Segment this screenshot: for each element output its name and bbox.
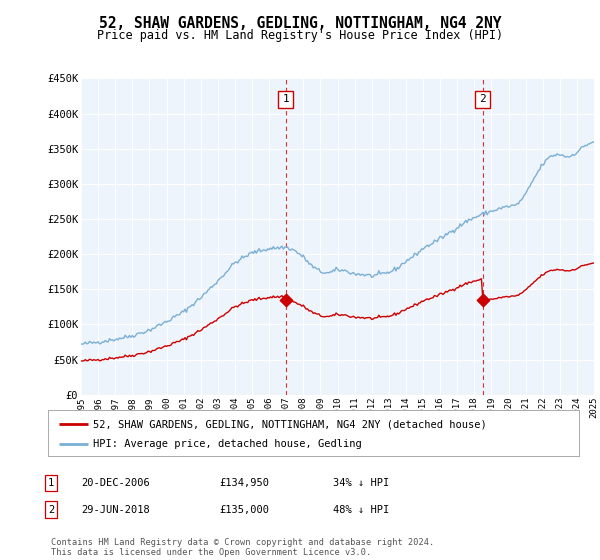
Text: 52, SHAW GARDENS, GEDLING, NOTTINGHAM, NG4 2NY: 52, SHAW GARDENS, GEDLING, NOTTINGHAM, N… (99, 16, 501, 31)
Point (478, 296, 487, 305)
Text: Contains HM Land Registry data © Crown copyright and database right 2024.
This d: Contains HM Land Registry data © Crown c… (51, 538, 434, 557)
Text: £134,950: £134,950 (219, 478, 269, 488)
Text: 20-DEC-2006: 20-DEC-2006 (81, 478, 150, 488)
Text: £135,000: £135,000 (219, 505, 269, 515)
Text: HPI: Average price, detached house, Gedling: HPI: Average price, detached house, Gedl… (93, 439, 362, 449)
Text: 29-JUN-2018: 29-JUN-2018 (81, 505, 150, 515)
Point (281, 296, 290, 305)
Text: 48% ↓ HPI: 48% ↓ HPI (333, 505, 389, 515)
Text: 1: 1 (48, 478, 54, 488)
Text: 34% ↓ HPI: 34% ↓ HPI (333, 478, 389, 488)
Text: 2: 2 (48, 505, 54, 515)
Text: 1: 1 (283, 95, 289, 105)
Text: 2: 2 (479, 95, 486, 105)
Text: 52, SHAW GARDENS, GEDLING, NOTTINGHAM, NG4 2NY (detached house): 52, SHAW GARDENS, GEDLING, NOTTINGHAM, N… (93, 419, 487, 430)
Text: Price paid vs. HM Land Registry's House Price Index (HPI): Price paid vs. HM Land Registry's House … (97, 29, 503, 42)
